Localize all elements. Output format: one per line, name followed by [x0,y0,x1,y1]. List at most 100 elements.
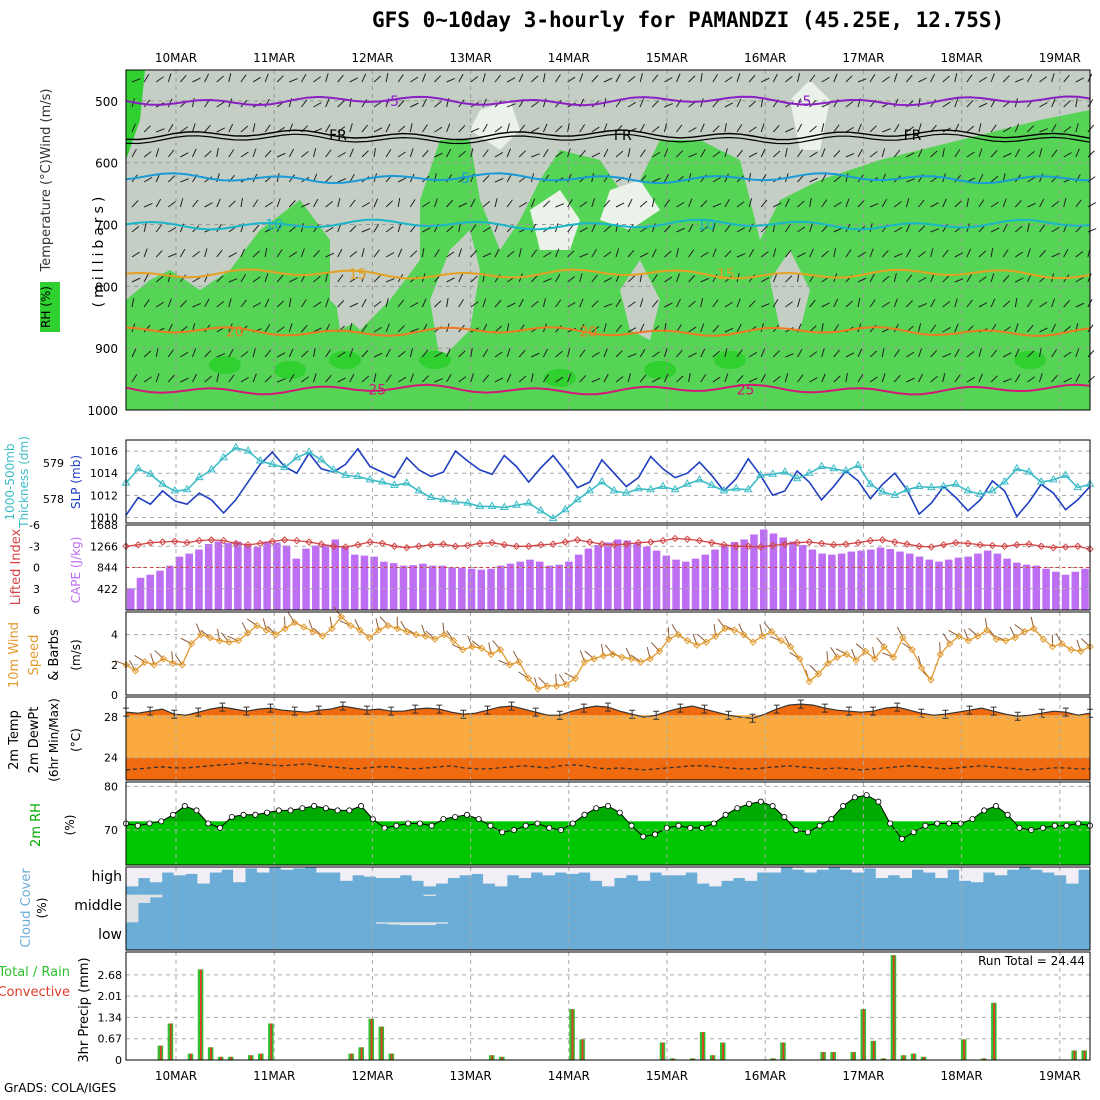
thickness-marker [231,442,241,451]
wind-barb [700,251,709,258]
wind-speed-marker [365,633,374,642]
wind-barb [361,273,366,283]
wind-barb [409,250,418,258]
wind-barb [325,73,329,83]
wind-barb [664,103,673,108]
lifted-index-marker [305,538,313,546]
cape-bar [769,533,778,610]
wind-barb [397,99,405,108]
wind-barb [1063,198,1067,208]
wind-barb [494,198,498,208]
cloud-gap [423,894,436,897]
wind-barb [361,248,365,258]
thickness-marker [975,489,985,497]
lifted-index-marker [1000,542,1009,550]
wind-barb [167,124,174,133]
footer-credit: GrADS: COLA/IGES [4,1081,117,1095]
wind-barb [688,300,696,308]
wind-barb [772,248,777,258]
wind-barb [833,201,842,208]
cape-bar [964,556,972,610]
wind-barb [676,273,680,283]
surface-wind-barb [329,616,333,629]
wind-barb [772,375,781,383]
lifted-index-marker [1037,542,1045,550]
cape-bar [1032,565,1041,610]
wind-speed-marker [1020,627,1029,636]
rh2m-marker [616,809,623,816]
cape-bar [555,564,563,610]
thickness-line [125,446,1091,520]
wind-barb [542,123,548,133]
temp-tick-label: 24 [104,752,118,765]
wind-barb [591,326,600,333]
wind-barb [434,100,442,108]
cape-bar [759,529,768,610]
wind-barb [942,301,951,308]
wind-barb [192,123,196,133]
surface-wind-barb [555,673,558,686]
temp-tick-label: 28 [104,711,118,724]
wind-barb [881,348,885,358]
contour-label: FR [904,128,922,144]
wind-barb [325,349,331,358]
wind-barb [591,249,597,258]
wind-barb [736,98,742,108]
slp-tick-label: 1012 [90,489,118,502]
wind-barb [857,374,864,383]
wind-barb [1051,149,1058,158]
wind-barb [446,77,456,83]
wind-barb [337,300,345,308]
temp-minmax-bar [797,699,804,709]
wind-barb [542,98,547,108]
wind-barb [676,248,679,258]
wind-barb [506,123,510,133]
precip-convective-bar [250,1055,253,1060]
wind-barb [845,75,853,83]
wind-barb [349,276,358,283]
thickness-marker [829,463,839,472]
rh-saturated-cell [209,356,241,374]
wind-barb [494,248,500,258]
wind-barb [918,251,926,258]
cape-bar [711,549,719,610]
wind-barb [518,73,524,83]
wind-barb [1087,375,1096,383]
wind-barb [1039,148,1043,158]
x-tick-label-bottom: 11MAR [253,1069,295,1083]
lifted-index-marker [610,541,618,549]
wind-barb [252,148,257,158]
wind-barb [651,125,660,133]
horizontal-grid [126,450,1090,518]
wind-barb [1075,276,1084,283]
wind-barb [627,198,633,208]
rh2m-marker [228,813,235,820]
cloud-gap [459,867,472,876]
wind-barb [639,73,643,83]
precip-convective-bar [862,1009,865,1060]
rh2m-marker [487,822,494,829]
wind-barb [276,326,285,333]
pressure-tick-label: 600 [95,157,118,171]
contour-label: -5 [385,94,399,110]
lifted-ylabel: Lifted Index [9,528,24,605]
rh2m-marker [934,820,941,827]
wind-barb [143,324,151,333]
wind-barb [240,74,247,83]
rh2m-marker [816,822,823,829]
wind-barb [179,223,185,233]
wind-barb [167,349,174,358]
wind-barb [373,223,379,233]
wind-barb [966,248,972,258]
wind-barb [784,198,790,208]
wind-barb [639,252,649,258]
lifted-index-marker [683,535,692,543]
wind-barb [845,152,855,158]
precip-convective-bar [983,1058,986,1060]
wind-barb [906,152,915,158]
wind-barb [276,300,285,308]
temp-minmax-bar [1014,711,1021,721]
cloud-gap [863,867,877,869]
wind-barb [518,201,528,208]
wind-barb [652,151,661,158]
